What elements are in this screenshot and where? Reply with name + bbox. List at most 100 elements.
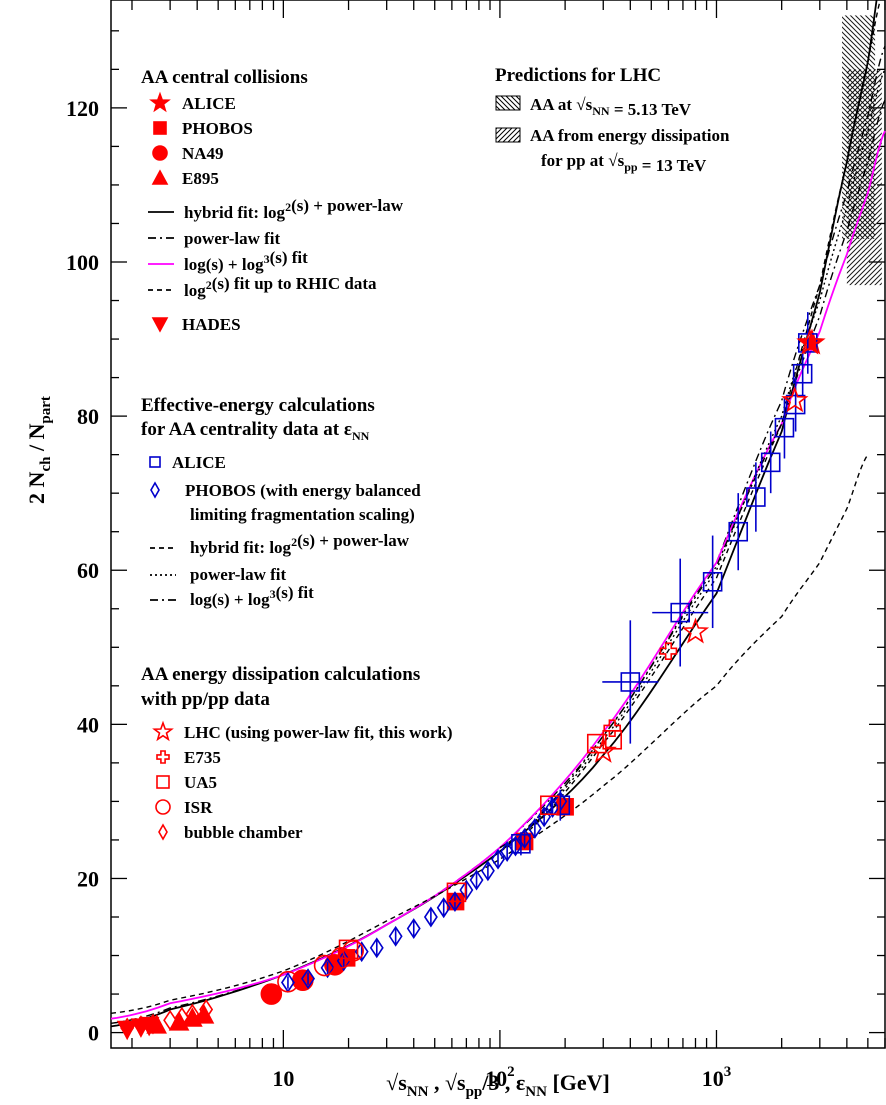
data-point xyxy=(785,394,806,415)
legend-header-aa-central: AA central collisions xyxy=(141,67,308,88)
data-point xyxy=(301,968,315,990)
legend-entry: hybrid fit: log2(s) + power-law xyxy=(190,531,410,557)
legend-header-effective-energy-2: for AA centrality data at εNN xyxy=(141,419,370,443)
legend-entry: LHC (using power-law fit, this work) xyxy=(184,723,453,742)
fit-curve xyxy=(499,69,886,849)
data-point xyxy=(133,1015,148,1037)
data-point xyxy=(146,1014,167,1034)
data-point xyxy=(589,736,617,763)
data-point xyxy=(620,672,641,692)
data-point xyxy=(155,799,171,815)
data-point xyxy=(508,835,523,857)
legend-entry: ALICE xyxy=(182,94,236,113)
legend-entry: log(s) + log3(s) fit xyxy=(190,583,314,609)
data-point xyxy=(746,487,766,507)
data-point xyxy=(120,1017,135,1039)
data-point xyxy=(260,983,283,1005)
data-point xyxy=(792,363,813,384)
data-point xyxy=(670,602,691,623)
data-point xyxy=(659,642,678,660)
x-tick-label: 103 xyxy=(702,1064,732,1091)
data-point xyxy=(602,729,623,750)
data-point xyxy=(491,848,505,870)
legend-entry: ALICE xyxy=(172,453,226,472)
data-point xyxy=(342,940,364,962)
x-tick-label: 10 xyxy=(272,1066,294,1091)
data-point xyxy=(151,317,169,333)
y-tick-label: 100 xyxy=(66,250,99,275)
data-point xyxy=(603,719,622,738)
data-point xyxy=(338,939,359,960)
data-point xyxy=(163,1009,178,1031)
legend-entry: UA5 xyxy=(184,773,217,792)
legend-entry: bubble chamber xyxy=(184,823,303,842)
data-point xyxy=(153,121,167,135)
legend-entry: ISR xyxy=(184,798,213,817)
data-point xyxy=(681,617,710,644)
data-point xyxy=(781,386,809,413)
data-point xyxy=(152,720,174,742)
data-point xyxy=(156,750,170,764)
x-axis-label: √sNN , √spp/3 , εNN [GeV] xyxy=(386,1070,610,1100)
legend-entry: HADES xyxy=(182,315,241,334)
legend-entry: E735 xyxy=(184,748,221,767)
legend-entry: PHOBOS (with energy balanced xyxy=(185,481,421,500)
legend-entry: power-law fit xyxy=(190,565,286,584)
data-point xyxy=(728,521,749,542)
prediction-bands xyxy=(842,15,882,286)
legend-entry: hybrid fit: log2(s) + power-law xyxy=(184,196,404,222)
data-point xyxy=(447,891,462,913)
y-tick-label: 40 xyxy=(77,712,99,737)
data-point xyxy=(158,823,168,841)
legend-entry: log2(s) fit up to RHIC data xyxy=(184,274,377,300)
data-point xyxy=(459,879,474,901)
legend-header-energy-dissipation: AA energy dissipation calculations xyxy=(141,664,420,685)
y-axis-label: 2 Nch / Npart xyxy=(24,396,54,504)
data-point xyxy=(150,481,160,499)
data-point xyxy=(320,957,335,979)
fit-curve xyxy=(499,0,881,853)
data-point xyxy=(149,91,171,113)
data-point xyxy=(527,817,542,839)
legend: AA central collisions ALICE PHOBOS NA49 E895… xyxy=(141,65,730,842)
legend-entry: limiting fragmentation scaling) xyxy=(190,505,415,524)
data-point xyxy=(774,417,795,438)
y-tick-label: 20 xyxy=(77,866,99,891)
data-point xyxy=(480,860,495,882)
data-point xyxy=(146,1013,160,1035)
data-point xyxy=(517,827,532,849)
y-tick-label: 120 xyxy=(66,96,99,121)
data-point xyxy=(369,937,384,959)
y-tick-label: 0 xyxy=(88,1021,99,1046)
data-point xyxy=(406,918,421,940)
data-point xyxy=(760,452,781,473)
data-point xyxy=(540,795,560,816)
plot-frame xyxy=(110,0,886,1049)
data-point xyxy=(586,733,607,754)
data-point xyxy=(388,925,403,947)
data-point xyxy=(199,999,214,1020)
data-point xyxy=(446,882,467,903)
legend-entry: NA49 xyxy=(182,144,224,163)
data-point xyxy=(796,328,824,355)
legend-header-effective-energy: Effective-energy calculations xyxy=(141,395,375,416)
fit-curve xyxy=(111,45,886,1024)
y-tick-label: 80 xyxy=(77,404,99,429)
data-point xyxy=(151,169,169,185)
legend-entry: AA from energy dissipation xyxy=(530,126,730,145)
data-point xyxy=(436,897,451,919)
fit-curve xyxy=(499,99,886,849)
data-point xyxy=(469,869,484,891)
legend-entry: AA at √sNN = 5.13 TeV xyxy=(530,95,692,119)
legend-entry: log(s) + log3(s) fit xyxy=(184,248,308,274)
legend-header-predictions: Predictions for LHC xyxy=(495,65,661,86)
legend-header-energy-dissipation-2: with pp/pp data xyxy=(141,689,270,710)
data-point xyxy=(185,1003,200,1025)
data-point xyxy=(702,571,723,592)
data-point xyxy=(330,947,353,969)
legend-entry: power-law fit xyxy=(184,229,280,248)
data-points xyxy=(116,312,826,1041)
y-tick-label: 60 xyxy=(77,558,99,583)
data-point xyxy=(277,970,299,993)
